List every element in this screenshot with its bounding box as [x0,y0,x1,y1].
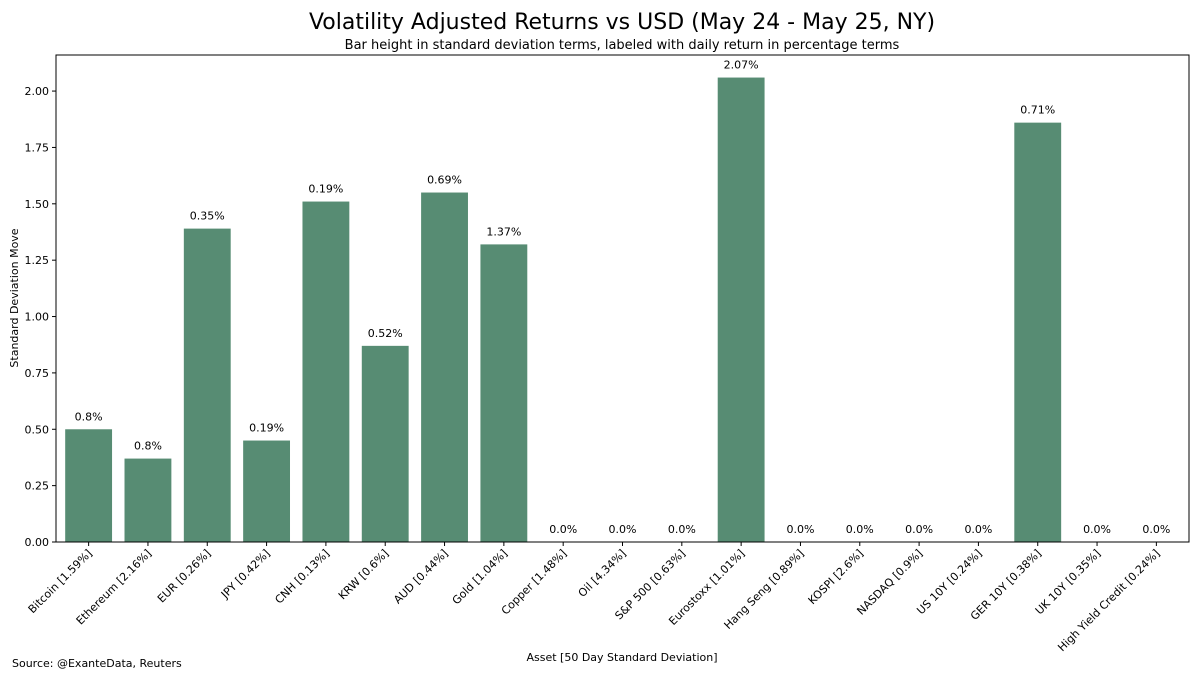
bar [302,201,350,543]
bar-value-label: 0.19% [308,183,343,196]
y-tick-label: 0.25 [25,480,50,493]
bar-value-label: 0.71% [1020,104,1055,117]
y-tick-label: 1.75 [25,141,50,154]
bar [243,440,291,542]
bar-value-label: 0.0% [609,523,637,536]
bar [361,345,409,542]
bar-value-label: 0.8% [75,410,103,423]
bar-value-label: 0.0% [964,523,992,536]
bar-value-label: 0.0% [668,523,696,536]
bars-layer [65,77,1062,543]
bar-value-label: 0.52% [368,327,403,340]
bar [124,458,172,542]
bar [421,192,468,542]
chart-title: Volatility Adjusted Returns vs USD (May … [309,10,935,35]
bar-value-label: 0.8% [134,440,162,453]
bar-labels-layer: 0.8% 0.8% 0.35% 0.19% 0.19% 0.52% 0.69% 1.37% 0.… [75,59,1171,536]
bar [183,228,231,543]
bar-value-label: 0.0% [846,523,874,536]
bar-value-label: 0.19% [249,422,284,435]
bar-value-label: 1.37% [486,225,521,238]
y-tick-label: 1.00 [25,311,50,324]
y-axis-label: Standard Deviation Move [8,228,21,367]
bar-value-label: 0.0% [1083,523,1111,536]
bar [480,244,528,542]
x-axis-label: Asset [50 Day Standard Deviation] [526,651,717,664]
y-tick-label: 1.25 [25,254,50,267]
y-tick-label: 2.00 [25,85,50,98]
bar-value-label: 0.69% [427,174,462,187]
y-axis: 0.00 0.25 0.50 0.75 1.00 1.25 1.50 1.75 2.00 [25,85,56,549]
y-tick-label: 0.00 [25,536,50,549]
y-tick-label: 0.50 [25,423,50,436]
bar-value-label: 0.35% [190,210,225,223]
bar-value-label: 0.0% [1142,523,1170,536]
bar-value-label: 0.0% [905,523,933,536]
bar [65,429,113,542]
bar-value-label: 2.07% [724,59,759,72]
y-tick-label: 1.50 [25,198,50,211]
chart-subtitle: Bar height in standard deviation terms, … [345,38,900,53]
bar-value-label: 0.0% [786,523,814,536]
bar [717,77,765,543]
bar-value-label: 0.0% [549,523,577,536]
bar [1014,122,1062,542]
y-tick-label: 0.75 [25,367,50,380]
source-note: Source: @ExanteData, Reuters [12,657,182,670]
